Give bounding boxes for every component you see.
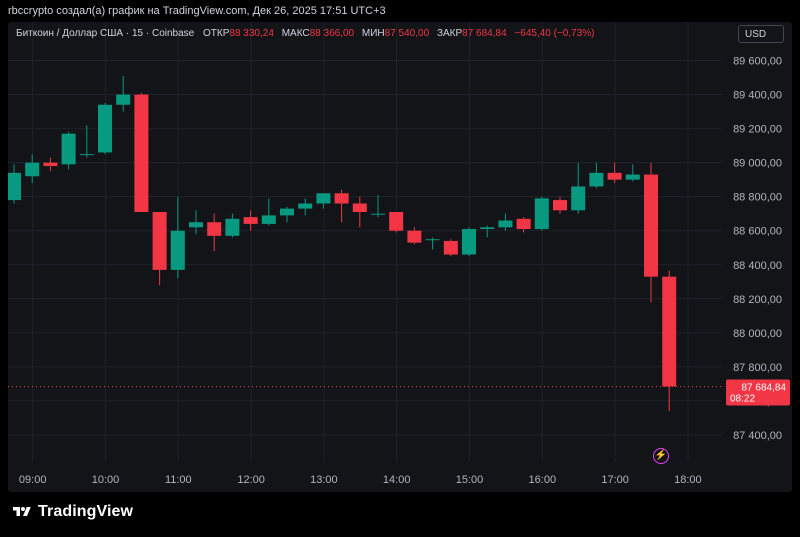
open-value: 88 330,24 <box>229 28 274 39</box>
candle-up <box>462 229 476 255</box>
price-tag <box>726 379 790 406</box>
candle-up <box>298 203 313 209</box>
y-tick-label: 88 400,00 <box>733 260 782 272</box>
candle-up <box>316 193 331 204</box>
y-tick-label: 88 000,00 <box>733 328 782 340</box>
low-value: 87 540,00 <box>384 28 430 39</box>
candle-up <box>425 239 440 241</box>
open-label: ОТКР <box>203 28 230 39</box>
tradingview-logo-icon <box>13 507 31 516</box>
candle-up <box>189 222 203 228</box>
candle-up <box>571 186 586 211</box>
tradingview-logo[interactable]: TradingView <box>10 503 133 521</box>
y-tick-label: 88 200,00 <box>733 294 782 306</box>
x-tick-label: 18:00 <box>674 474 702 486</box>
symbol-description: Биткоин / Доллар США · 15 · Coinbase <box>16 28 195 39</box>
x-tick-label: 16:00 <box>529 474 557 486</box>
y-tick-label: 87 400,00 <box>733 430 782 442</box>
y-tick-label: 89 200,00 <box>733 124 782 136</box>
candle-down <box>152 212 167 270</box>
candle-up <box>371 213 385 215</box>
y-tick-label: 87 800,00 <box>733 362 782 374</box>
candle-down <box>43 162 58 167</box>
price-tag-countdown: 08:22 <box>730 393 755 404</box>
currency-button[interactable]: USD <box>738 25 784 43</box>
candle-down <box>553 200 567 211</box>
x-tick-label: 14:00 <box>383 474 411 486</box>
candle-up <box>25 162 40 177</box>
candle-down <box>644 174 658 277</box>
candle-down <box>352 203 367 212</box>
candle-down <box>334 193 349 204</box>
low-label: МИН <box>361 28 385 39</box>
x-tick-label: 11:00 <box>165 474 192 486</box>
x-tick-label: 13:00 <box>310 474 338 486</box>
y-tick-label: 89 400,00 <box>733 90 782 102</box>
candle-down <box>134 94 149 212</box>
candle-down <box>243 217 258 224</box>
candle-down <box>662 276 677 387</box>
high-value: 88 366,00 <box>309 28 355 39</box>
footer: TradingView <box>8 492 792 537</box>
candle-down <box>407 230 422 243</box>
y-tick-label: 88 600,00 <box>733 226 782 238</box>
change-value: −645,40 (−0,73%) <box>514 28 595 39</box>
ohlc-legend: Биткоин / Доллар США · 15 · Coinbase ОТК… <box>16 28 600 39</box>
candle-up <box>79 154 94 156</box>
close-value: 87 684,84 <box>462 28 507 39</box>
candle-down <box>607 172 622 180</box>
candle-up <box>61 133 76 165</box>
candle-up <box>589 172 604 187</box>
candle-down <box>443 240 458 255</box>
candle-down <box>389 212 404 231</box>
candle-up <box>498 220 513 228</box>
y-tick-label: 88 800,00 <box>733 192 782 204</box>
candle-up <box>625 174 640 180</box>
close-label: ЗАКР <box>436 28 463 39</box>
candle-down <box>207 222 222 236</box>
x-tick-label: 12:00 <box>237 474 265 486</box>
candle-up <box>98 104 112 153</box>
candle-up <box>225 218 240 236</box>
candle-up <box>170 230 185 270</box>
high-label: МАКС <box>281 28 310 39</box>
chart-attribution: rbccrypto создал(а) график на TradingVie… <box>8 5 386 17</box>
candle-up <box>261 215 276 224</box>
candle-up <box>534 198 549 230</box>
brand-name: TradingView <box>38 503 134 520</box>
y-tick-label: 89 600,00 <box>733 56 782 68</box>
y-tick-label: 89 000,00 <box>733 158 782 170</box>
candle-up <box>8 172 21 201</box>
candle-up <box>116 94 131 105</box>
lightning-icon[interactable]: ⚡ <box>653 448 669 464</box>
x-tick-label: 17:00 <box>601 474 629 486</box>
candle-up <box>280 208 294 216</box>
candle-up <box>480 227 495 230</box>
x-tick-label: 09:00 <box>19 474 47 486</box>
candle-down <box>516 218 531 230</box>
price-tag-value: 87 684,84 <box>742 382 787 393</box>
x-tick-label: 15:00 <box>456 474 484 486</box>
x-tick-label: 10:00 <box>92 474 120 486</box>
